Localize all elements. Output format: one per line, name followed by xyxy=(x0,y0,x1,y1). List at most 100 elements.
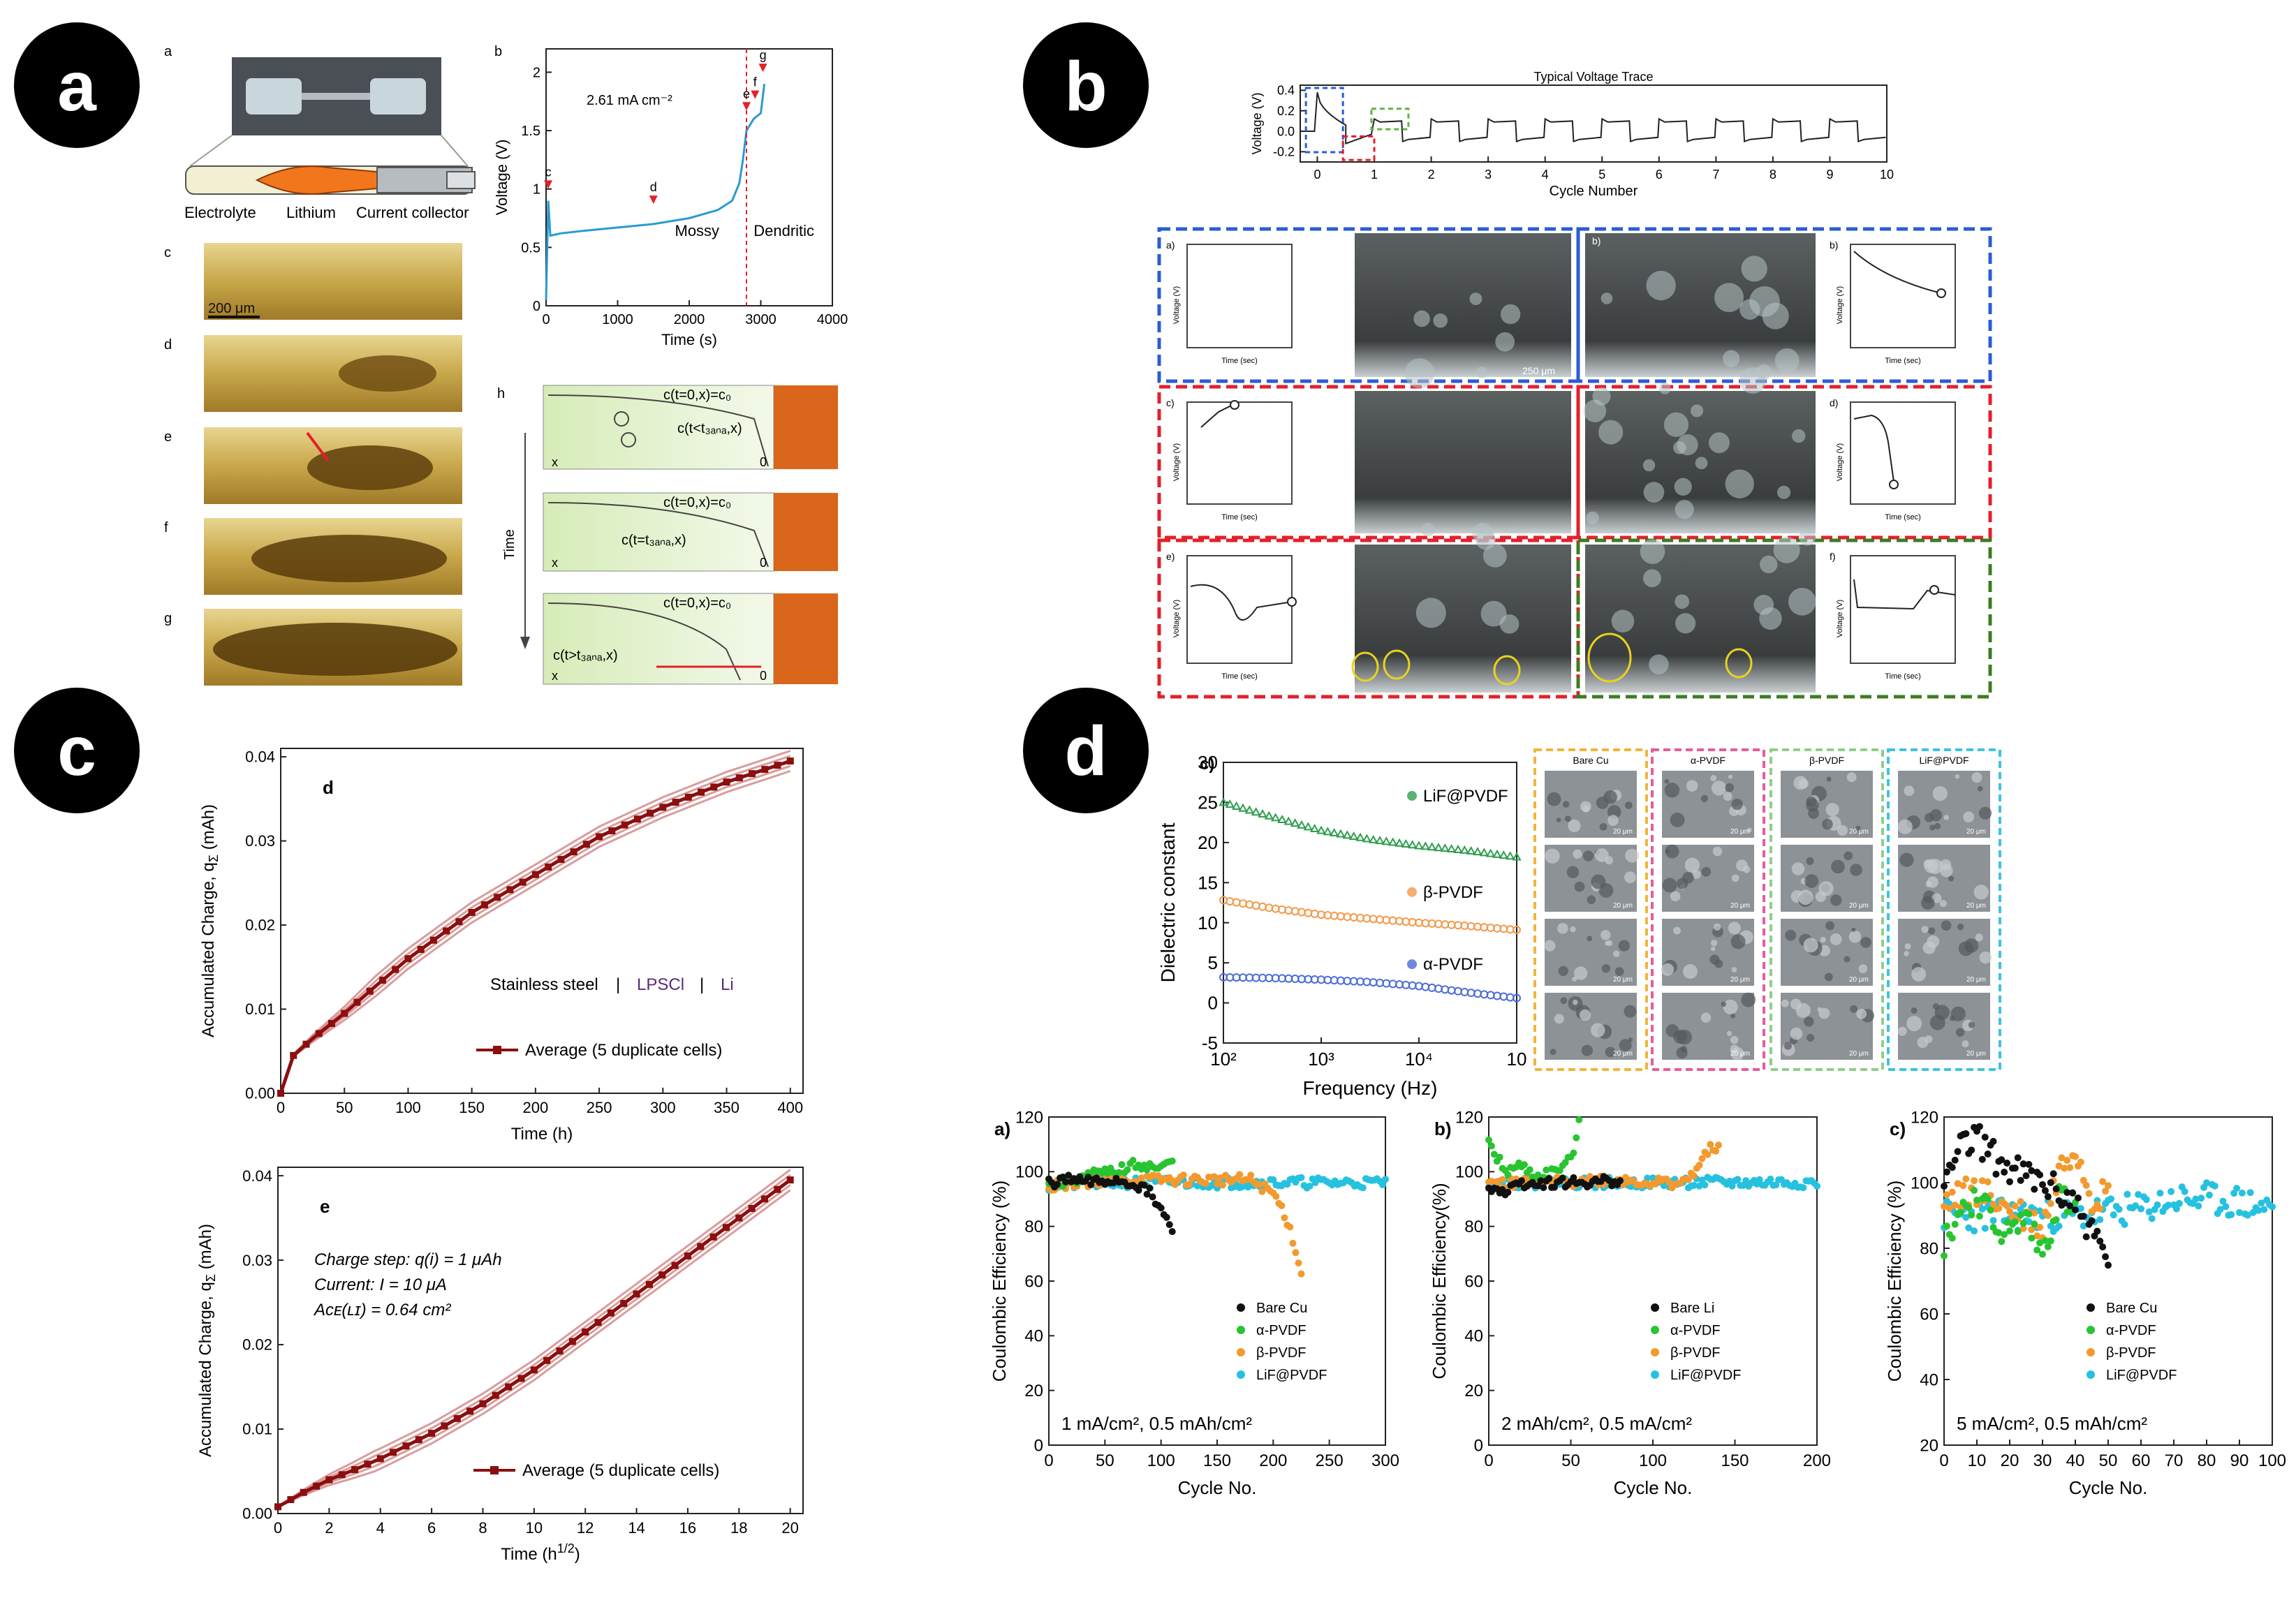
mini-plot-y-label: Voltage (V) xyxy=(1172,600,1181,637)
legend-label: LiF@PVDF xyxy=(1423,787,1508,806)
dielectric-point xyxy=(1258,902,1267,911)
sem-texture xyxy=(1851,927,1856,932)
chart-accumulated-charge-sqrt-time: 0 2 4 6 8 10 12 14 16 18 20 0.00 0.01 0.02 0.03 0.04 e Av… xyxy=(196,1167,804,1564)
ce-point xyxy=(1984,1178,1992,1186)
charge-x-tick-label: 0 xyxy=(277,1099,285,1116)
ce-point xyxy=(1210,1173,1218,1181)
charge-x-tick-label: 100 xyxy=(395,1099,421,1116)
ce-point xyxy=(2105,1262,2112,1269)
ce-point xyxy=(2017,1198,2024,1206)
ce-point xyxy=(1499,1176,1506,1183)
sem-texture xyxy=(1785,929,1797,941)
average-marker xyxy=(607,1309,615,1317)
sem-texture xyxy=(1683,964,1698,979)
x-axis-label: Time (s) xyxy=(661,331,717,348)
ce-point xyxy=(2003,1218,2011,1226)
sem-texture xyxy=(1712,781,1727,796)
ce-point xyxy=(2014,1227,2022,1235)
sem-texture xyxy=(1723,999,1738,1014)
average-marker xyxy=(582,841,590,848)
sem-texture xyxy=(1742,866,1751,873)
duplicate-cell-line xyxy=(279,755,791,1094)
average-marker xyxy=(315,1030,323,1037)
dielectric-point xyxy=(1231,801,1242,810)
image-label: b) xyxy=(1592,235,1600,246)
sem-texture xyxy=(1934,822,1941,829)
ce-point xyxy=(1962,1130,1970,1137)
ce-point xyxy=(1487,1142,1495,1150)
dielectric-point xyxy=(1375,836,1385,845)
ce-point xyxy=(1214,1180,1221,1188)
plot-frame xyxy=(1300,84,1887,163)
average-marker xyxy=(390,1449,397,1456)
average-marker xyxy=(672,799,679,806)
ce-point xyxy=(1202,1180,1209,1188)
ce-point xyxy=(1989,1217,1997,1225)
operando-frames: a) Time (sec) Voltage (V) b) Time (sec) Volta… xyxy=(1157,227,1992,699)
x-axis-label: Cycle Number xyxy=(1550,184,1638,199)
dendrite-blob xyxy=(1658,382,1671,394)
sem-texture xyxy=(1556,818,1561,822)
chart-label: c) xyxy=(1200,755,1214,774)
average-marker xyxy=(633,1290,640,1298)
average-marker xyxy=(684,793,692,801)
ce-point xyxy=(1537,1177,1545,1185)
sem-texture xyxy=(1570,926,1576,933)
sem-texture xyxy=(1595,848,1609,862)
ce-point xyxy=(2148,1215,2156,1222)
ce-point xyxy=(2216,1206,2224,1213)
ce-point xyxy=(1129,1157,1137,1164)
ce-point xyxy=(2028,1167,2036,1174)
sem-texture xyxy=(1928,927,1936,935)
ce-x-tick-label: 80 xyxy=(2198,1451,2216,1470)
sem-texture xyxy=(1587,935,1593,942)
dielectric-point xyxy=(1270,813,1281,822)
dielectric-point xyxy=(1368,834,1378,843)
dielectric-point xyxy=(1485,848,1496,857)
legend-marker xyxy=(1651,1303,1659,1312)
schematic-axis-x-2: x xyxy=(552,556,558,570)
sem-texture xyxy=(1599,822,1607,831)
badge-label-a: a xyxy=(57,47,97,126)
sem-texture xyxy=(1820,936,1826,943)
dielectric-point xyxy=(1453,844,1463,853)
sem-texture xyxy=(1979,951,1992,964)
charge-y-tick-label: 0.04 xyxy=(242,1167,272,1185)
ce-point xyxy=(1941,1183,1948,1190)
ce-point xyxy=(1962,1213,1970,1221)
dielectric-y-tick-label: 15 xyxy=(1198,872,1218,893)
dielectric-point xyxy=(1323,827,1333,836)
legend-label: α-PVDF xyxy=(2106,1323,2156,1338)
ce-point xyxy=(1981,1225,1989,1232)
cell-separator: | xyxy=(700,975,704,994)
charge-x-tick-label: 2 xyxy=(325,1519,333,1537)
dendrite-blob xyxy=(1483,543,1507,568)
ce-point xyxy=(2041,1187,2049,1194)
ce-point xyxy=(1570,1149,1577,1157)
cell-config-2: LPSCl xyxy=(637,975,684,994)
sem-texture xyxy=(1906,1016,1922,1032)
sem-texture xyxy=(1806,1033,1815,1042)
ce-point xyxy=(1543,1166,1550,1174)
sem-texture xyxy=(1741,992,1756,1007)
region-label-dendritic: Dendritic xyxy=(753,222,814,239)
dielectric-y-tick-label: 30 xyxy=(1198,752,1218,773)
sem-texture xyxy=(1850,1005,1858,1013)
ce-point xyxy=(1216,1174,1224,1182)
mini-plot-frame xyxy=(1186,555,1293,664)
event-marker xyxy=(758,64,767,73)
dendrite-blob xyxy=(1499,614,1519,634)
ce-point xyxy=(2099,1178,2107,1185)
ce-point xyxy=(2063,1189,2071,1197)
charge-x-tick-label: 6 xyxy=(427,1519,436,1537)
ce-point xyxy=(1054,1181,1061,1188)
dendrite-blob xyxy=(1792,429,1806,443)
ce-point xyxy=(1701,1181,1709,1189)
sem-texture xyxy=(1939,900,1948,908)
time-arrow-label: Time xyxy=(502,529,517,560)
sem-texture xyxy=(1978,806,1992,820)
x-axis-label: Cycle No. xyxy=(1614,1477,1693,1498)
sem-texture xyxy=(1572,999,1578,1005)
sem-texture xyxy=(1574,881,1585,892)
